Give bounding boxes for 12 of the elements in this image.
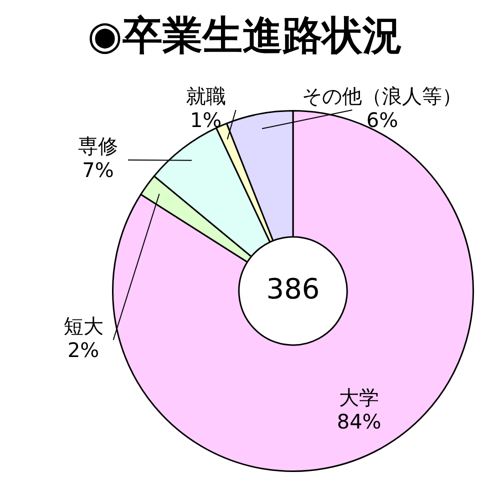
slice-label: 就職 [186,84,226,108]
slice-label: その他（浪人等） [302,84,462,108]
data-label: 2% [67,338,100,362]
slice-label: 大学 [339,385,380,410]
text: 386 [266,272,320,306]
data-label: 7% [82,158,114,182]
data-label: 84% [336,409,382,434]
slice-label: 短大 [63,314,104,338]
chart-title: ◉卒業生進路状況 [86,12,404,61]
data-label: 6% [366,108,398,132]
data-label: 1% [190,108,222,132]
slice-label: 専修 [78,134,118,158]
